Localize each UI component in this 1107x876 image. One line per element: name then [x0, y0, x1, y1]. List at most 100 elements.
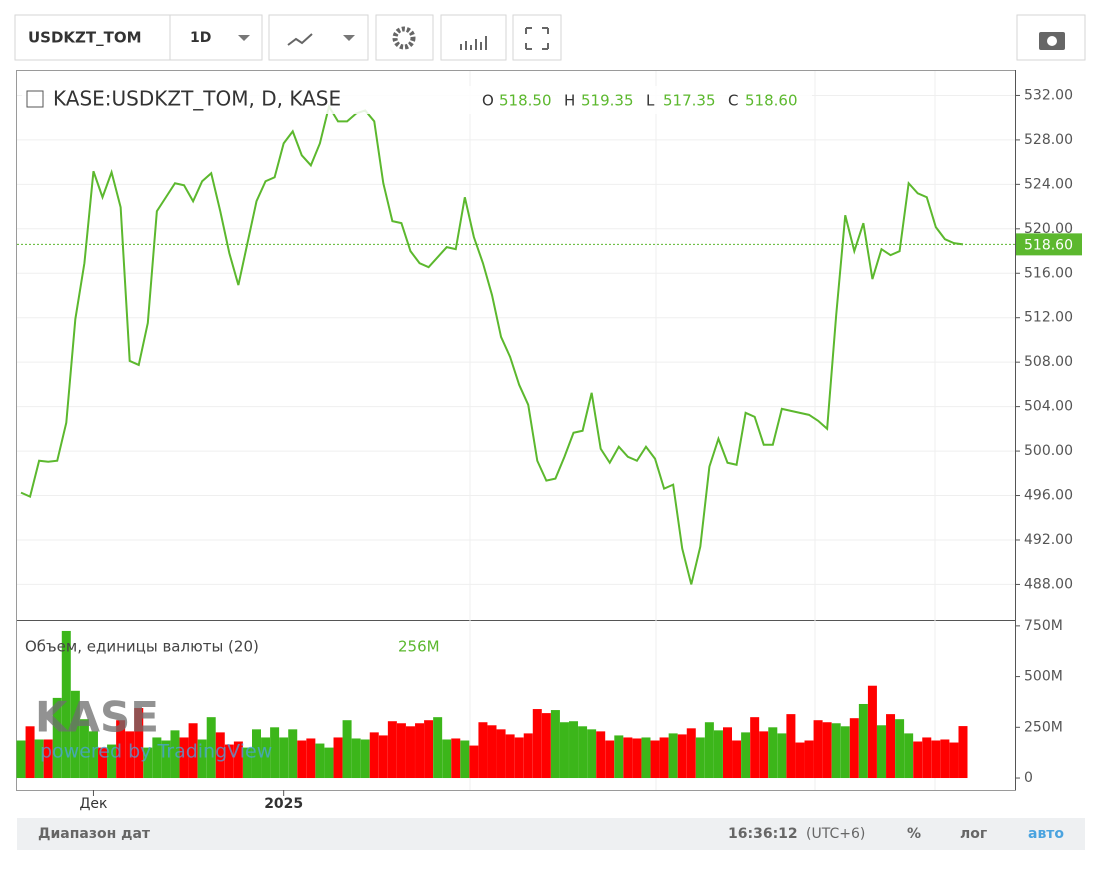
indicators-button[interactable]	[440, 14, 507, 61]
symbol-box[interactable]	[14, 14, 171, 61]
ohlc-value: 519.35	[581, 92, 634, 110]
volume-bar	[98, 747, 108, 779]
volume-bar	[713, 730, 723, 779]
volume-bar	[288, 729, 298, 779]
volume-bar	[469, 745, 479, 779]
volume-bar	[360, 739, 370, 779]
volume-bar	[424, 720, 434, 779]
volume-bar	[813, 720, 823, 779]
watermark: KASE powered by TradingView	[35, 693, 272, 763]
footer-bar	[17, 818, 1085, 850]
last-price-label: 518.60	[1024, 237, 1073, 253]
y-tick-label: 496.00	[1024, 488, 1073, 504]
volume-bar	[876, 725, 886, 779]
volume-bar	[641, 737, 651, 779]
volume-bar	[632, 738, 642, 779]
y-tick-label: 492.00	[1024, 532, 1073, 548]
volume-bar	[741, 732, 751, 779]
dropdown-icon	[343, 35, 355, 41]
fullscreen-icon	[525, 27, 549, 50]
volume-bar	[895, 719, 905, 779]
symbol: USDKZT_TOM	[28, 29, 142, 47]
log-toggle[interactable]: лог	[960, 826, 987, 842]
y-tick-label: 508.00	[1024, 354, 1073, 370]
volume-bar	[822, 722, 832, 779]
volume-bar	[134, 708, 144, 779]
volume-bar	[261, 737, 271, 779]
volume-bar	[342, 720, 352, 779]
fullscreen-button[interactable]	[512, 14, 562, 61]
y-tick-label: 488.00	[1024, 576, 1073, 592]
volume-bar	[659, 737, 669, 779]
volume-bar	[433, 717, 443, 779]
volume-bar	[623, 737, 633, 779]
ohlc-key: H	[564, 92, 575, 110]
y-tick-label: 516.00	[1024, 265, 1073, 281]
volume-bar	[940, 739, 950, 779]
volume-bar	[904, 733, 914, 779]
volume-bar	[614, 735, 624, 779]
footer: Диапазон дат 16:36:12 (UTC+6) % лог авто	[17, 818, 1085, 850]
volume-bar	[43, 739, 53, 779]
volume-bar	[949, 742, 959, 779]
volume-bar	[704, 722, 714, 779]
volume-bar	[442, 739, 452, 779]
volume-bar	[34, 739, 44, 779]
volume-bar	[88, 731, 98, 779]
volume-bar	[541, 713, 551, 779]
volume-title: Объем, единицы валюты (20)	[25, 638, 259, 656]
ohlc-key: C	[728, 92, 738, 110]
volume-bar	[315, 743, 325, 779]
volume-bar	[804, 740, 814, 779]
y-tick-label: 0	[1024, 770, 1033, 786]
volume-bar	[279, 737, 289, 779]
percent-toggle[interactable]: %	[907, 826, 921, 842]
volume-bar	[840, 726, 850, 779]
volume-bar	[931, 740, 941, 779]
volume-bar	[161, 740, 171, 779]
volume-bar	[759, 731, 769, 779]
volume-bar	[387, 721, 397, 779]
volume-bar	[270, 727, 280, 779]
chart-style-box[interactable]	[268, 14, 369, 61]
indicators-icon	[460, 36, 487, 50]
volume-bar	[107, 744, 117, 779]
y-tick-label: 532.00	[1024, 87, 1073, 103]
volume-bar	[849, 718, 859, 779]
volume-bar	[505, 734, 515, 779]
volume-bar	[686, 728, 696, 779]
volume-bar	[569, 721, 579, 779]
volume-bar	[188, 723, 198, 779]
volume-bar	[125, 731, 135, 779]
volume-bar	[206, 717, 216, 779]
interval: 1D	[190, 30, 211, 46]
volume-bar	[795, 742, 805, 779]
clock: 16:36:12	[728, 826, 798, 842]
settings-button[interactable]	[375, 14, 434, 61]
y-tick-label: 750M	[1024, 618, 1063, 634]
price-line	[20, 103, 964, 585]
volume-bar	[559, 722, 569, 779]
volume-bar	[913, 741, 923, 779]
chart-title: KASE:USDKZT_TOM, D, KASE	[53, 87, 341, 111]
volume-bar	[351, 738, 361, 779]
watermark-brand: KASE	[35, 693, 159, 742]
volume-value: 256M	[398, 638, 440, 656]
line-icon	[287, 33, 313, 46]
date-range[interactable]: Диапазон дат	[38, 826, 151, 842]
volume-bar	[668, 733, 678, 779]
volume-bar	[79, 719, 89, 779]
y-tick-label: 528.00	[1024, 132, 1073, 148]
dropdown-icon	[238, 35, 250, 41]
volume-bar	[179, 737, 189, 779]
volume-bar	[750, 717, 760, 779]
volume-bar	[695, 737, 705, 779]
timezone[interactable]: (UTC+6)	[806, 826, 865, 842]
x-tick-label: 2025	[264, 796, 303, 812]
volume-bar	[16, 740, 26, 779]
volume-bar	[550, 710, 560, 779]
volume-bar	[116, 720, 126, 779]
interval-box[interactable]	[169, 14, 263, 61]
auto-toggle[interactable]: авто	[1028, 826, 1064, 842]
